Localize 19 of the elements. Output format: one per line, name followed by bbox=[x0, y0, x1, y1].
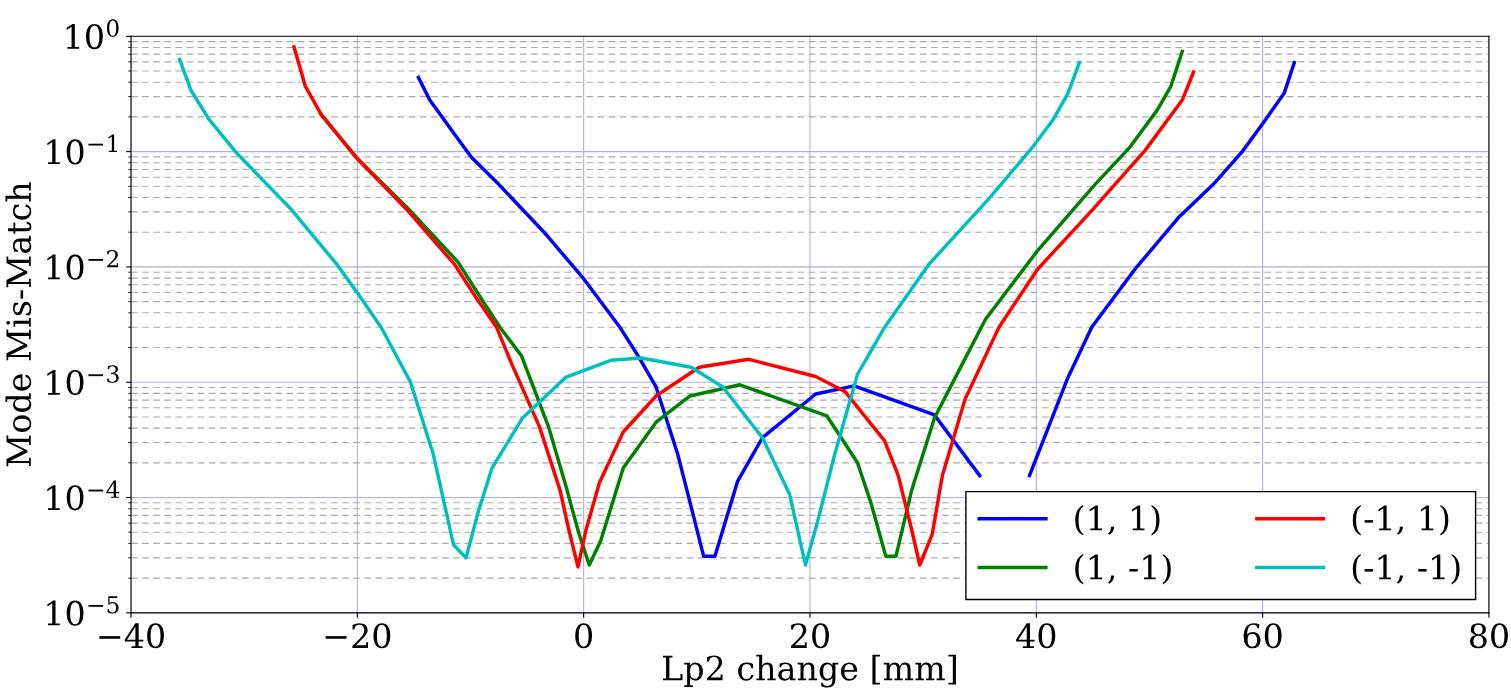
y-tick-label: 10$^{−2}$ bbox=[47, 249, 119, 280]
x-tick-label: 20 bbox=[791, 623, 829, 649]
legend-label: (-1, 1) bbox=[1352, 504, 1449, 536]
x-tick-label: 40 bbox=[1016, 623, 1056, 649]
x-tick-label: 60 bbox=[1243, 623, 1282, 649]
legend-label: (-1, -1) bbox=[1352, 553, 1460, 585]
x-tick-label: −40 bbox=[99, 623, 164, 649]
y-axis-title: Mode Mis-Match bbox=[5, 182, 32, 467]
x-tick-label: 0 bbox=[575, 623, 593, 649]
legend-label: (1, 1) bbox=[1075, 504, 1160, 536]
x-axis-title: Lp2 change [mm] bbox=[662, 654, 956, 688]
y-tick-label: 10$^{−1}$ bbox=[47, 134, 118, 165]
y-tick-label: 10$^{−3}$ bbox=[47, 365, 119, 396]
x-tick-label: 80 bbox=[1469, 623, 1508, 649]
y-tick-label: 10$^{0}$ bbox=[66, 19, 119, 50]
legend-label: (1, -1) bbox=[1075, 553, 1171, 585]
y-tick-label: 10$^{−5}$ bbox=[47, 596, 119, 626]
y-tick-label: 10$^{−4}$ bbox=[47, 480, 120, 511]
x-tick-label: −20 bbox=[325, 623, 391, 649]
